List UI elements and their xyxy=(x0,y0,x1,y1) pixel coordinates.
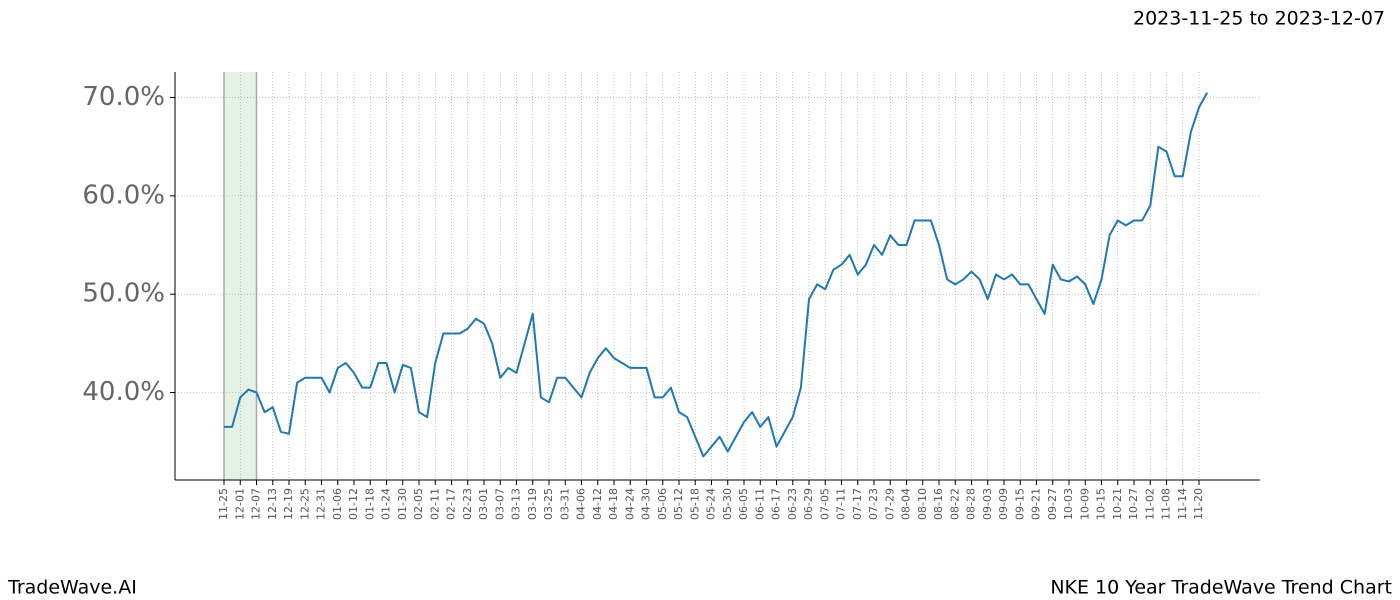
x-tick-label: 05-12 xyxy=(672,488,685,520)
line-series xyxy=(224,92,1209,458)
x-tick-label: 11-20 xyxy=(1192,488,1205,520)
x-tick-label: 12-25 xyxy=(298,488,311,520)
x-tick-label: 12-19 xyxy=(282,488,295,520)
x-tick-label: 08-04 xyxy=(900,488,913,520)
x-tick-label: 04-12 xyxy=(591,488,604,520)
x-tick-label: 09-21 xyxy=(1030,488,1043,520)
x-tick-label: 08-10 xyxy=(916,488,929,520)
chart-caption: NKE 10 Year TradeWave Trend Chart xyxy=(1050,577,1392,599)
x-tick-label: 03-19 xyxy=(526,488,539,520)
x-tick-label: 05-18 xyxy=(688,488,701,520)
x-tick-label: 06-29 xyxy=(802,488,815,520)
x-tick-label: 11-02 xyxy=(1143,488,1156,520)
x-tick-label: 06-11 xyxy=(753,488,766,520)
x-tick-label: 03-07 xyxy=(493,488,506,520)
x-tick-label: 01-30 xyxy=(396,488,409,520)
x-tick-label: 07-23 xyxy=(867,488,880,520)
x-tick-label: 12-31 xyxy=(315,488,328,520)
x-tick-label: 09-03 xyxy=(981,488,994,520)
x-tick-label: 09-09 xyxy=(997,488,1010,520)
x-tick-label: 02-11 xyxy=(428,488,441,520)
x-tick-label: 04-18 xyxy=(607,488,620,520)
x-tick-label: 05-24 xyxy=(705,488,718,520)
x-tick-label: 12-07 xyxy=(250,488,263,520)
x-tick-label: 12-13 xyxy=(266,488,279,520)
x-tick-label: 01-06 xyxy=(331,488,344,520)
x-tick-label: 04-06 xyxy=(575,488,588,520)
x-tick-label: 07-17 xyxy=(851,488,864,520)
x-tick-label: 01-24 xyxy=(380,488,393,520)
x-tick-label: 01-12 xyxy=(347,488,360,520)
x-tick-label: 06-17 xyxy=(770,488,783,520)
y-tick-label: 60.0% xyxy=(82,180,165,210)
x-tick-label: 06-23 xyxy=(786,488,799,520)
brand: TradeWave.AI xyxy=(7,577,137,599)
x-tick-label: 02-05 xyxy=(412,488,425,520)
x-tick-label: 04-24 xyxy=(623,488,636,520)
x-tick-label: 08-22 xyxy=(948,488,961,520)
x-tick-label: 11-25 xyxy=(217,488,230,520)
x-tick-label: 03-31 xyxy=(558,488,571,520)
x-tick-label: 09-15 xyxy=(1013,488,1026,520)
y-tick-label: 70.0% xyxy=(82,82,165,112)
x-tick-label: 07-11 xyxy=(835,488,848,520)
x-tick-label: 08-28 xyxy=(965,488,978,520)
x-tick-label: 09-27 xyxy=(1046,488,1059,520)
x-tick-label: 03-25 xyxy=(542,488,555,520)
date-range: 2023-11-25 to 2023-12-07 xyxy=(1133,8,1385,30)
x-tick-label: 11-14 xyxy=(1176,488,1189,520)
x-tick-label: 06-05 xyxy=(737,488,750,520)
y-tick-label: 50.0% xyxy=(82,279,165,309)
x-tick-label: 10-15 xyxy=(1095,488,1108,520)
x-tick-label: 02-23 xyxy=(461,488,474,520)
x-tick-label: 10-03 xyxy=(1062,488,1075,520)
x-tick-label: 12-01 xyxy=(233,488,246,520)
x-tick-label: 11-08 xyxy=(1160,488,1173,520)
x-tick-label: 10-27 xyxy=(1127,488,1140,520)
x-tick-label: 08-16 xyxy=(932,488,945,520)
x-tick-label: 04-30 xyxy=(640,488,653,520)
y-tick-label: 40.0% xyxy=(82,377,165,407)
x-tick-label: 05-30 xyxy=(721,488,734,520)
x-tick-label: 10-09 xyxy=(1078,488,1091,520)
x-tick-label: 07-05 xyxy=(818,488,831,520)
plot-area: 11-25 12-01 12-07 12-13 12-19 12-25 12-31 01-06… xyxy=(82,72,1260,520)
x-tick-label: 05-06 xyxy=(656,488,669,520)
x-tick-label: 03-13 xyxy=(510,488,523,520)
x-tick-label: 01-18 xyxy=(363,488,376,520)
x-tick-label: 02-17 xyxy=(445,488,458,520)
x-tick-label: 07-29 xyxy=(883,488,896,520)
x-tick-label: 03-01 xyxy=(477,488,490,520)
x-tick-label: 10-21 xyxy=(1111,488,1124,520)
